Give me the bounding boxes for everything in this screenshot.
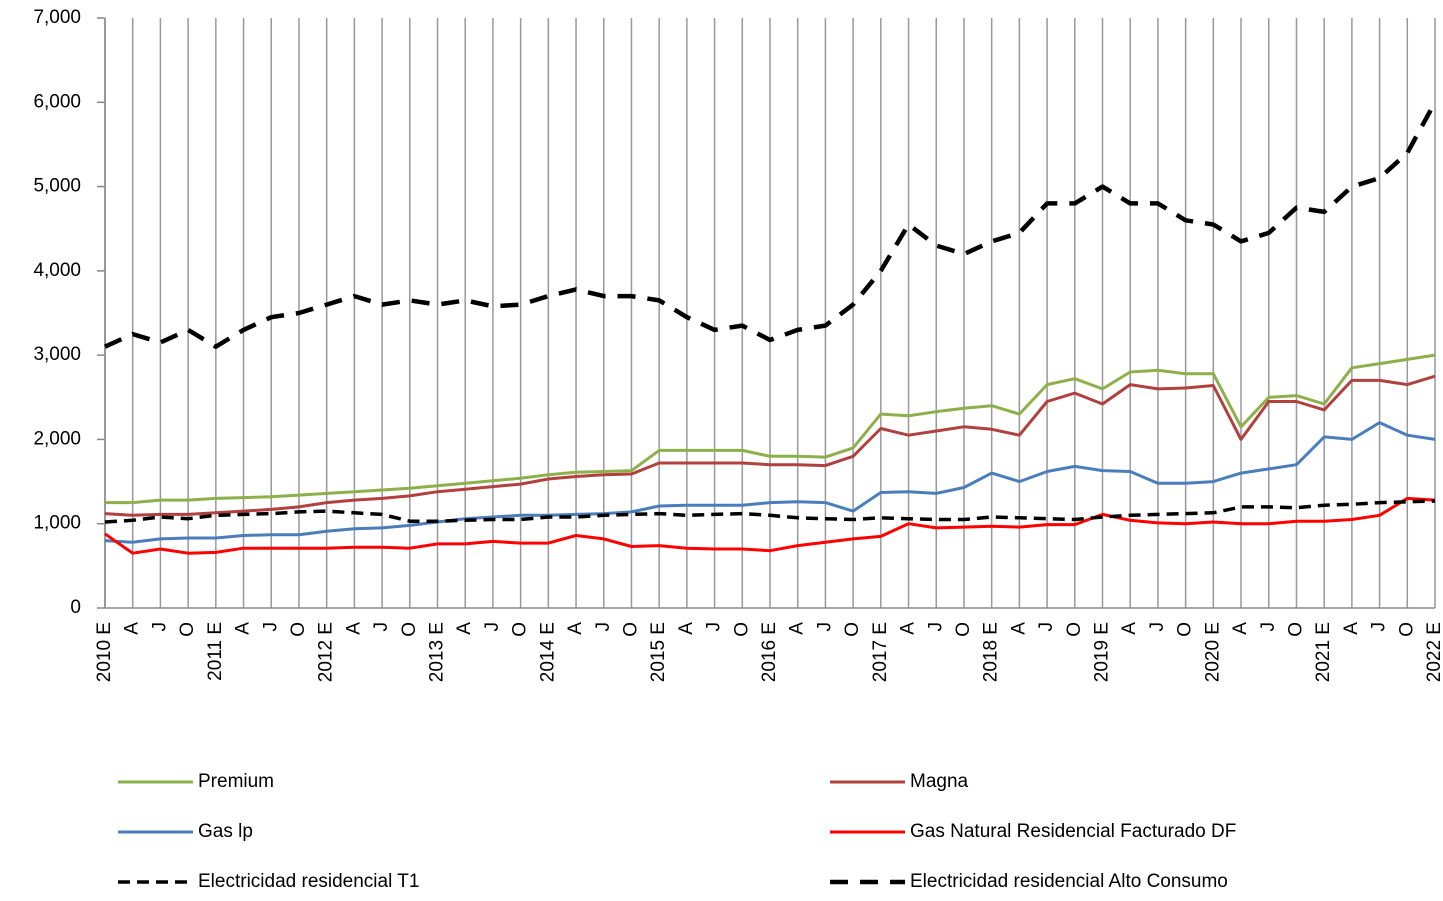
x-tick-label: 2022 E: [1424, 622, 1443, 682]
x-tick-label: A: [787, 622, 808, 635]
series-line: [104, 496, 1436, 555]
x-tick-label: J: [593, 622, 614, 632]
x-tick-label: O: [510, 622, 531, 637]
legend-label: Electricidad residencial Alto Consumo: [910, 871, 1228, 892]
series-line: [104, 499, 1436, 524]
y-tick-label: 2,000: [33, 428, 81, 449]
x-tick-label: J: [371, 622, 392, 632]
x-tick-label: A: [1341, 622, 1362, 635]
series-line: [104, 101, 1437, 349]
y-tick-label: 5,000: [33, 176, 81, 197]
legend-label: Gas Natural Residencial Facturado DF: [910, 821, 1236, 842]
x-tick-label: A: [1230, 622, 1251, 635]
x-tick-label: J: [704, 622, 725, 632]
x-tick-label: 2012 E: [316, 622, 337, 682]
x-tick-label: A: [233, 622, 254, 635]
x-tick-label: A: [122, 622, 143, 635]
x-tick-label: 2017 E: [870, 622, 891, 682]
x-tick-label: O: [953, 622, 974, 637]
x-tick-label: 2011 E: [205, 622, 226, 681]
x-tick-label: 2016 E: [759, 622, 780, 682]
y-tick-label: 6,000: [33, 91, 81, 112]
x-tick-label: O: [1175, 622, 1196, 637]
y-tick-label: 3,000: [33, 344, 81, 365]
series-line: [104, 374, 1436, 517]
x-tick-label: J: [814, 622, 835, 632]
x-tick-label: A: [1119, 622, 1140, 635]
x-tick-label: 2020 E: [1202, 622, 1223, 682]
x-tick-label: J: [260, 622, 281, 632]
x-tick-label: J: [1147, 622, 1168, 632]
y-tick-label: 4,000: [33, 260, 81, 281]
series-line: [104, 421, 1436, 544]
y-tick-label: 0: [70, 597, 81, 618]
x-tick-label: O: [842, 622, 863, 637]
x-tick-label: A: [565, 622, 586, 635]
x-tick-label: O: [1064, 622, 1085, 637]
x-tick-label: 2013 E: [427, 622, 448, 682]
x-tick-label: A: [1008, 622, 1029, 635]
legend-label: Premium: [198, 771, 274, 792]
x-tick-label: J: [482, 622, 503, 632]
y-tick-label: 1,000: [33, 513, 81, 534]
x-tick-label: 2015 E: [648, 622, 669, 682]
legend-label: Magna: [910, 771, 969, 792]
x-tick-label: O: [399, 622, 420, 637]
x-tick-label: 2010 E: [94, 622, 115, 682]
x-tick-label: A: [343, 622, 364, 635]
x-tick-label: J: [1369, 622, 1390, 632]
x-tick-label: O: [731, 622, 752, 637]
y-tick-label: 7,000: [33, 7, 81, 28]
x-tick-label: 2018 E: [981, 622, 1002, 682]
legend-label: Gas lp: [198, 821, 253, 842]
legend-label: Electricidad residencial T1: [198, 871, 419, 892]
x-tick-label: O: [1285, 622, 1306, 637]
x-tick-label: 2021 E: [1313, 622, 1334, 682]
x-tick-label: J: [925, 622, 946, 632]
x-tick-label: A: [898, 622, 919, 635]
x-tick-label: O: [1396, 622, 1417, 637]
x-tick-label: 2014 E: [537, 622, 558, 682]
x-tick-label: J: [1036, 622, 1057, 632]
x-tick-label: 2019 E: [1092, 622, 1113, 682]
x-tick-label: J: [1258, 622, 1279, 632]
x-tick-label: O: [177, 622, 198, 637]
x-tick-label: A: [454, 622, 475, 635]
x-tick-label: O: [288, 622, 309, 637]
x-tick-label: A: [676, 622, 697, 635]
series-line: [105, 353, 1436, 505]
x-tick-label: J: [149, 622, 170, 632]
x-tick-label: O: [620, 622, 641, 637]
